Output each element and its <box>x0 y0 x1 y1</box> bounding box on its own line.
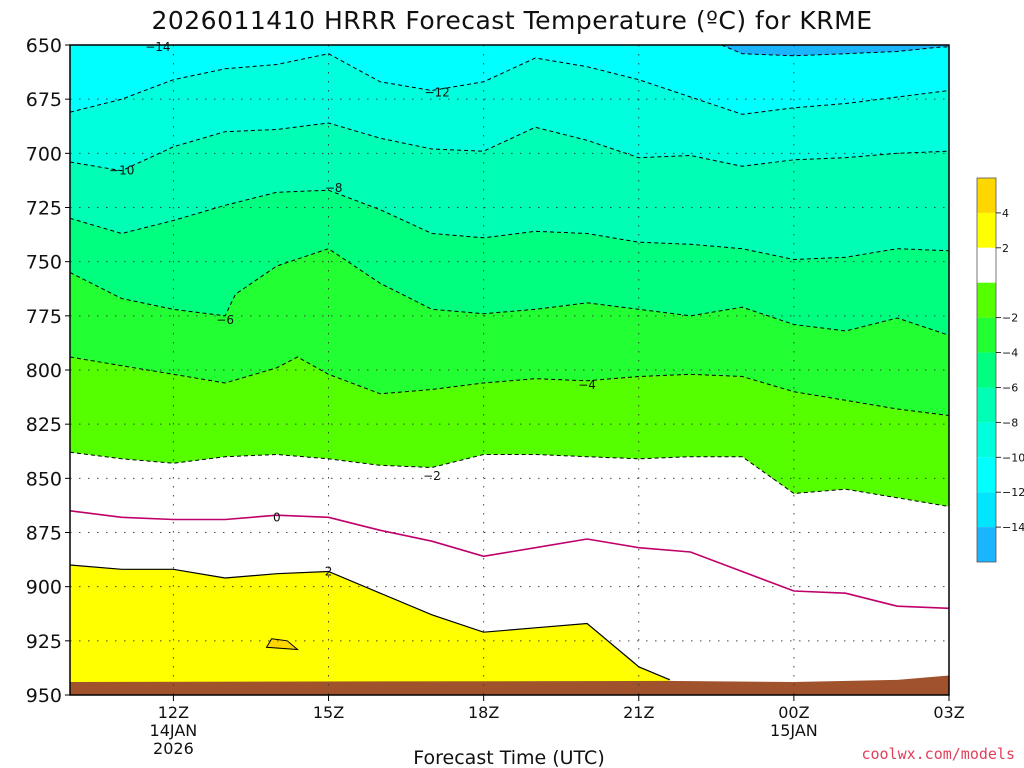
contour-label: −10 <box>109 164 134 178</box>
contour-label: −14 <box>145 40 170 54</box>
x-tick-date-label: 15JAN <box>770 721 818 740</box>
x-tick-label: 15Z <box>313 703 344 722</box>
terrain-ground <box>70 675 949 695</box>
band-fill-minus-14 <box>721 45 949 56</box>
contour-labels: −14 −12 −10 −8 −6 −4 −2 0 2 <box>109 40 596 578</box>
contour-line-minus-6 <box>70 248 949 336</box>
colorbar-tick-label: 4 <box>1002 207 1009 220</box>
y-tick-label: 925 <box>26 631 62 653</box>
y-tick-label: 850 <box>26 468 62 490</box>
contour-line-plus-2 <box>70 564 671 681</box>
credit-text: coolwx.com/models <box>861 745 1015 763</box>
contour-label: −4 <box>578 378 596 392</box>
colorbar-swatch <box>977 352 996 388</box>
x-axis-label: Forecast Time (UTC) <box>413 747 604 768</box>
contour-label: −12 <box>424 86 449 100</box>
y-tick-label: 675 <box>26 89 62 111</box>
colorbar-tick-label: −12 <box>1002 486 1024 499</box>
x-tick-label: 12Z <box>158 703 189 722</box>
y-tick-label: 950 <box>26 685 62 707</box>
y-tick-label: 775 <box>26 306 62 328</box>
y-tick-label: 650 <box>26 35 62 57</box>
colorbar-swatch <box>977 457 996 493</box>
contour-fills <box>70 45 949 695</box>
colorbar-frame <box>976 177 997 563</box>
colorbar-swatch <box>977 527 996 562</box>
colorbar-swatch <box>977 282 996 318</box>
colorbar-tick-label: −2 <box>1002 312 1018 325</box>
colorbar-swatch <box>977 247 996 283</box>
contour-line-minus-10 <box>70 122 949 172</box>
contour-label: −2 <box>423 469 441 483</box>
colorbar-legend: 4 2 −2 −4 −6 −8 −10 −12 −14 <box>976 177 1024 563</box>
x-tick-label: 18Z <box>468 703 499 722</box>
colorbar-swatch <box>977 178 996 213</box>
y-tick-label: 725 <box>26 198 62 220</box>
colorbar-swatch <box>977 317 996 353</box>
y-axis: 650 675 700 725 750 775 800 825 850 875 900 925 950 <box>26 35 70 707</box>
band-fill-plus-2 <box>70 565 670 695</box>
chart-title: 2026011410 HRRR Forecast Temperature (ºC… <box>151 6 872 35</box>
contour-line-minus-4 <box>70 356 949 417</box>
contour-label: 0 <box>273 510 281 524</box>
contour-line-minus-12 <box>70 53 949 115</box>
colorbar-tick-label: −6 <box>1002 381 1018 394</box>
x-tick-label: 00Z <box>778 703 809 722</box>
y-tick-label: 700 <box>26 143 62 165</box>
contour-label: 2 <box>325 565 333 579</box>
contour-lines <box>70 45 949 681</box>
warm-pocket-fill <box>265 638 299 651</box>
x-tick-label: 21Z <box>623 703 654 722</box>
x-tick-label: 03Z <box>933 703 964 722</box>
contour-line-zero <box>70 510 949 610</box>
y-tick-label: 825 <box>26 414 62 436</box>
colorbar-tick-label: −8 <box>1002 416 1018 429</box>
colorbar-swatch <box>977 212 996 248</box>
colorbar-tick-label: −10 <box>1002 451 1024 464</box>
y-tick-label: 750 <box>26 252 62 274</box>
contour-line-minus-2 <box>70 451 949 508</box>
colorbar-swatch <box>977 492 996 528</box>
contour-line-minus-8 <box>70 189 949 261</box>
x-tick-year-label: 2026 <box>153 739 194 758</box>
colorbar-tick-label: 2 <box>1002 242 1009 255</box>
contour-label: −6 <box>216 313 234 327</box>
y-tick-label: 800 <box>26 360 62 382</box>
colorbar-tick-label: −4 <box>1002 347 1018 360</box>
colorbar-swatch <box>977 387 996 423</box>
contour-line-minus-14 <box>721 45 949 57</box>
contour-label: −8 <box>325 181 343 195</box>
colorbar-tick-label: −14 <box>1002 521 1024 534</box>
x-tick-date-label: 14JAN <box>150 721 198 740</box>
colorbar-swatch <box>977 422 996 458</box>
y-tick-label: 900 <box>26 577 62 599</box>
y-tick-label: 875 <box>26 523 62 545</box>
